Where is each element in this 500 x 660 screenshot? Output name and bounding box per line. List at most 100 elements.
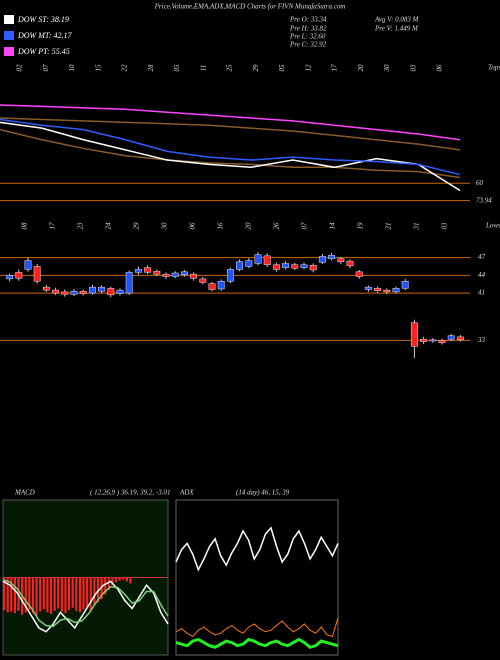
candle-body	[401, 281, 409, 289]
stat: Pre V: 1.449 M	[374, 25, 419, 33]
histogram-bar	[118, 577, 121, 581]
candle-body	[429, 339, 437, 342]
date-label: 23	[77, 222, 85, 230]
candle-body	[199, 278, 207, 283]
candle-body	[116, 289, 124, 294]
date-label: 14	[329, 222, 337, 230]
legend-swatch	[4, 15, 14, 24]
date-label: 19	[357, 222, 365, 230]
candle-body	[134, 269, 142, 273]
candle-body	[456, 336, 464, 341]
candle-body	[42, 286, 50, 291]
corner-label: Tops	[488, 64, 500, 72]
histogram-bar	[78, 577, 81, 613]
corner-label: Lows	[485, 222, 500, 230]
date-label: 24	[105, 222, 113, 230]
date-label: 11	[199, 65, 207, 71]
date-label: 20	[245, 222, 253, 230]
date-label: 22	[121, 64, 129, 72]
date-label: 07	[301, 222, 309, 230]
date-label: 21	[385, 223, 393, 230]
candle-body	[438, 340, 446, 344]
histogram-bar	[53, 577, 56, 611]
legend-swatch	[4, 47, 14, 56]
date-label: 15	[94, 64, 102, 72]
panel-title: MACD	[14, 489, 35, 497]
date-label: 03	[409, 64, 417, 72]
candle-body	[383, 289, 391, 293]
histogram-bar	[6, 577, 9, 613]
candle-body	[309, 265, 317, 271]
legend-label: DOW MT: 42.17	[17, 31, 73, 40]
candle-body	[52, 289, 60, 294]
histogram-bar	[46, 577, 49, 613]
candle-body	[15, 272, 23, 279]
candle-body	[346, 260, 354, 267]
histogram-bar	[13, 577, 16, 614]
date-label: 05	[278, 64, 286, 72]
histogram-bar	[107, 577, 110, 590]
date-label: 26	[273, 222, 281, 230]
candle-body	[392, 288, 400, 293]
panel-subtitle: (14 day) 46, 15, 39	[236, 489, 290, 497]
date-label: 16	[217, 222, 225, 230]
candle-body	[282, 263, 290, 268]
candle-body	[447, 335, 455, 340]
histogram-bar	[96, 577, 100, 603]
legend-label: DOW PT: 55.45	[17, 47, 70, 56]
date-label: 20	[357, 64, 365, 72]
band-line	[0, 117, 461, 151]
candle-body	[144, 267, 152, 273]
candle-body	[180, 271, 188, 275]
histogram-bar	[129, 577, 132, 584]
histogram-bar	[28, 577, 31, 611]
stat: Pre H: 33.82	[289, 25, 327, 33]
candle-body	[171, 272, 179, 277]
date-label: 25	[226, 64, 234, 72]
histogram-bar	[3, 577, 6, 611]
candle-body	[162, 273, 170, 277]
candle-body	[208, 283, 216, 290]
date-label: 05	[173, 64, 181, 72]
candle-body	[6, 275, 14, 280]
histogram-bar	[114, 577, 118, 583]
date-label: 03	[441, 222, 449, 230]
histogram-bar	[49, 577, 53, 614]
candle-body	[107, 288, 115, 296]
histogram-bar	[104, 577, 107, 595]
adx-line	[175, 526, 339, 572]
histogram-bar	[24, 577, 27, 613]
histogram-bar	[35, 577, 38, 616]
candle-body	[355, 271, 363, 277]
adx-line	[175, 637, 339, 649]
histogram-bar	[82, 577, 85, 610]
stat: Pre L: 32.60	[289, 33, 326, 41]
candle-body	[125, 272, 133, 294]
candle-body	[70, 291, 78, 295]
candle-body	[24, 260, 32, 270]
date-label: 29	[252, 64, 260, 72]
candle-body	[226, 269, 234, 282]
date-label: 29	[133, 222, 141, 230]
candle-body	[272, 264, 280, 270]
histogram-bar	[68, 577, 71, 611]
stat: Pre O: 33.34	[289, 16, 327, 24]
candle-body	[291, 264, 299, 269]
band-line	[0, 128, 461, 179]
candle-body	[364, 286, 372, 290]
histogram-bar	[86, 577, 89, 607]
date-label: 06	[436, 64, 444, 72]
candle-body	[410, 322, 418, 347]
candle-body	[61, 291, 69, 295]
histogram-bar	[71, 577, 74, 608]
candle-body	[98, 286, 106, 292]
level-label: 44	[478, 271, 486, 279]
level-label: 73.94	[476, 196, 492, 204]
candle-body	[79, 291, 87, 294]
date-label: 12	[304, 64, 312, 72]
date-label: 30	[383, 64, 391, 73]
level-label: 33	[477, 336, 486, 344]
candle-body	[245, 260, 253, 267]
panel	[175, 499, 339, 656]
